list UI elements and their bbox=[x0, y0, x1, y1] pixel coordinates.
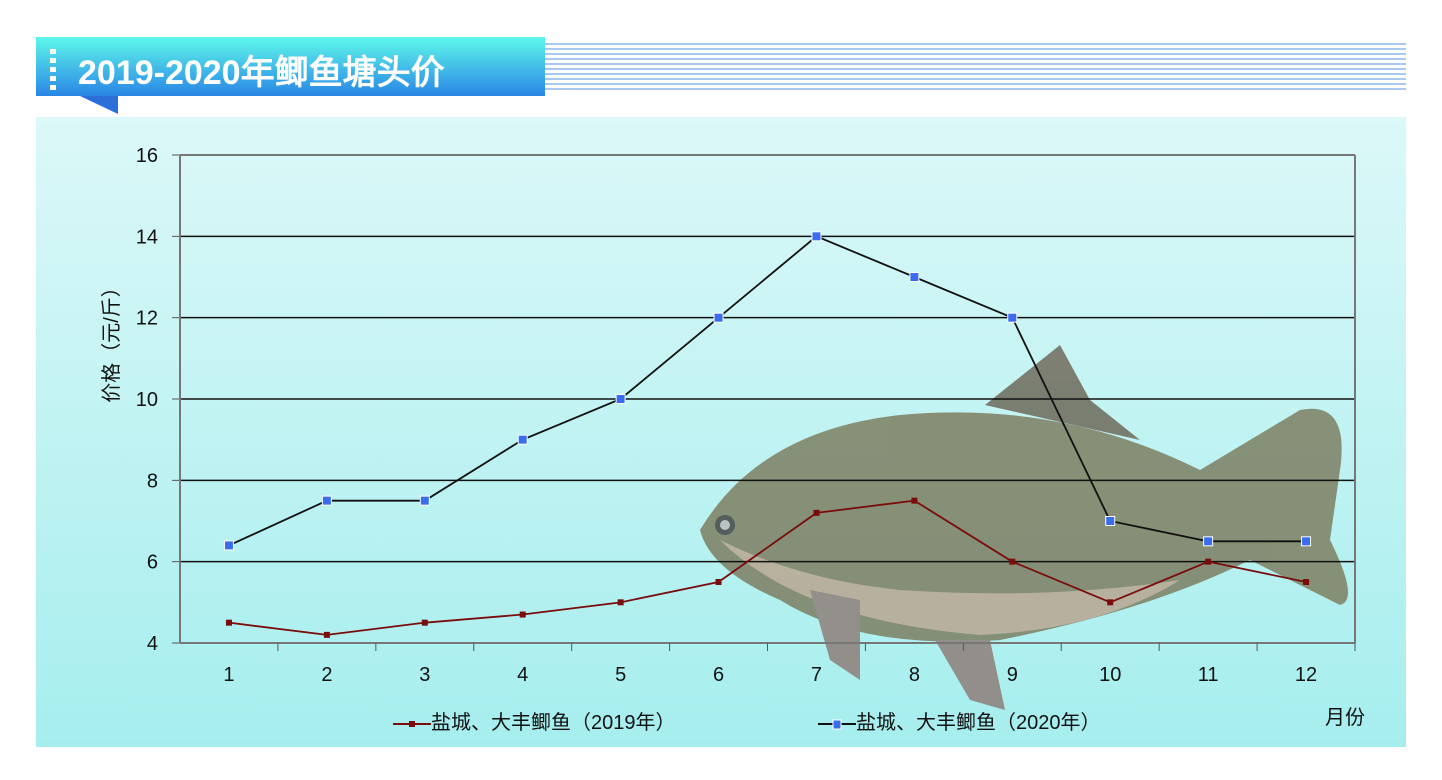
fish-image bbox=[700, 345, 1348, 710]
x-tick-label: 2 bbox=[321, 664, 332, 686]
legend-marker-2020 bbox=[818, 719, 856, 730]
data-point-0 bbox=[1303, 579, 1310, 585]
data-point-0 bbox=[1205, 558, 1212, 565]
data-point-1 bbox=[713, 312, 724, 323]
y-tick-label: 14 bbox=[136, 226, 158, 248]
x-tick-label: 11 bbox=[1198, 664, 1219, 686]
y-tick-label: 10 bbox=[136, 389, 158, 411]
data-point-0 bbox=[1107, 599, 1114, 606]
x-tick-label: 10 bbox=[1099, 664, 1121, 686]
y-tick-label: 12 bbox=[136, 308, 158, 330]
data-point-0 bbox=[813, 509, 820, 516]
data-point-1 bbox=[1301, 536, 1312, 547]
data-point-0 bbox=[617, 599, 624, 606]
dots-decoration bbox=[50, 49, 56, 91]
x-tick-label: 4 bbox=[517, 664, 528, 686]
data-point-1 bbox=[517, 434, 528, 445]
x-tick-label: 5 bbox=[615, 664, 626, 686]
x-tick-label: 9 bbox=[1007, 664, 1018, 686]
x-tick-label: 6 bbox=[713, 664, 724, 686]
data-point-0 bbox=[323, 631, 330, 638]
title-banner: 2019-2020年鲫鱼塘头价 bbox=[36, 37, 545, 96]
data-point-1 bbox=[811, 231, 822, 242]
data-point-0 bbox=[1009, 558, 1016, 565]
chart-title: 2019-2020年鲫鱼塘头价 bbox=[78, 54, 445, 92]
series-line-0 bbox=[228, 499, 1307, 636]
data-point-1 bbox=[321, 495, 332, 506]
data-point-1 bbox=[909, 272, 920, 282]
y-tick-label: 16 bbox=[136, 145, 158, 167]
x-axis-label: 月份 bbox=[1325, 706, 1365, 729]
x-tick-label: 8 bbox=[909, 664, 920, 686]
y-tick-label: 8 bbox=[147, 470, 158, 492]
data-point-1 bbox=[1105, 516, 1116, 526]
data-point-1 bbox=[1007, 312, 1018, 323]
y-tick-label: 4 bbox=[147, 633, 158, 655]
x-tick-label: 12 bbox=[1295, 664, 1317, 686]
data-point-1 bbox=[223, 540, 234, 551]
legend-item-2020: 盐城、大丰鲫鱼（2020年） bbox=[818, 706, 1101, 735]
legend-label-2019: 盐城、大丰鲫鱼（2019年） bbox=[431, 712, 676, 734]
data-point-1 bbox=[1203, 536, 1214, 547]
x-tick-label: 3 bbox=[419, 664, 430, 686]
data-point-0 bbox=[911, 497, 918, 504]
data-point-1 bbox=[615, 394, 626, 404]
y-tick-label: 6 bbox=[147, 552, 158, 574]
data-point-0 bbox=[519, 611, 526, 618]
x-tick-label: 1 bbox=[223, 664, 234, 686]
data-point-0 bbox=[715, 579, 722, 585]
legend-marker-2019 bbox=[393, 720, 431, 727]
legend-label-2020: 盐城、大丰鲫鱼（2020年） bbox=[856, 712, 1101, 734]
legend-item-2019: 盐城、大丰鲫鱼（2019年） bbox=[393, 706, 676, 735]
y-axis-label: 价格（元/斤） bbox=[100, 277, 123, 403]
data-point-1 bbox=[419, 495, 430, 506]
series-line-1 bbox=[228, 235, 1307, 547]
banner-tail bbox=[80, 96, 118, 114]
data-point-0 bbox=[225, 619, 232, 626]
stripes-decoration bbox=[545, 40, 1406, 92]
x-tick-label: 7 bbox=[811, 664, 822, 686]
data-point-0 bbox=[421, 619, 428, 626]
